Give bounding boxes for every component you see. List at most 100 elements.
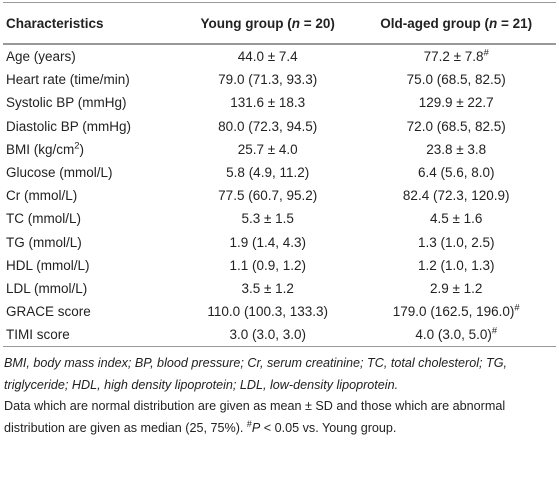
text-segment: 131.6 ± 18.3	[230, 95, 306, 111]
text-segment: n	[489, 15, 498, 31]
table-cell: TIMI score	[3, 323, 179, 348]
text-segment: Diastolic BP (mmHg)	[6, 118, 132, 134]
text-segment: n	[291, 15, 300, 31]
text-segment: = 20)	[300, 15, 335, 31]
table-cell: 77.5 (60.7, 95.2)	[179, 184, 356, 207]
text-segment: P	[251, 420, 261, 435]
table-cell: 110.0 (100.3, 133.3)	[179, 300, 356, 323]
text-segment: 2	[74, 140, 80, 152]
text-segment: 3.0 (3.0, 3.0)	[229, 327, 306, 343]
text-segment: = 21)	[497, 15, 533, 31]
table-cell: TG (mmol/L)	[3, 231, 179, 254]
text-segment: 75.0 (68.5, 82.5)	[406, 72, 506, 88]
table-row: BMI (kg/cm2) 25.7 ± 4.0 23.8 ± 3.8	[3, 138, 556, 161]
text-segment: 5.8 (4.9, 11.2)	[226, 165, 310, 181]
table-row: TG (mmol/L) 1.9 (1.4, 4.3) 1.3 (1.0, 2.5)	[3, 231, 556, 254]
table-row: Glucose (mmol/L) 5.8 (4.9, 11.2) 6.4 (5.6,…	[3, 161, 556, 184]
table-row: LDL (mmol/L) 3.5 ± 1.2 2.9 ± 1.2	[3, 277, 556, 300]
table-cell: 179.0 (162.5, 196.0)#	[356, 300, 556, 323]
table-cell: 129.9 ± 22.7	[356, 91, 556, 114]
table-row: TC (mmol/L) 5.3 ± 1.5 4.5 ± 1.6	[3, 207, 556, 230]
text-segment: TIMI score	[6, 327, 70, 343]
text-segment: 23.8 ± 3.8	[426, 141, 487, 157]
table-cell: 3.5 ± 1.2	[179, 277, 356, 300]
table-cell: 4.5 ± 1.6	[356, 207, 556, 230]
text-segment: Cr (mmol/L)	[6, 188, 78, 204]
text-segment: Data which are normal distribution are g…	[4, 399, 506, 435]
text-segment: 1.1 (0.9, 1.2)	[229, 257, 306, 273]
table-cell: 4.0 (3.0, 5.0)#	[356, 323, 556, 348]
table-cell: 2.9 ± 1.2	[356, 277, 556, 300]
text-segment: 79.0 (71.3, 93.3)	[218, 72, 318, 88]
table-cell: Heart rate (time/min)	[3, 68, 179, 91]
text-segment: 129.9 ± 22.7	[418, 95, 494, 111]
text-segment: Old-aged group (	[380, 15, 489, 31]
footnotes: BMI, body mass index; BP, blood pressure…	[4, 353, 555, 439]
text-segment: 1.3 (1.0, 2.5)	[417, 234, 495, 250]
text-segment: 4.5 ± 1.6	[429, 211, 483, 227]
text-segment: BMI, body mass index; BP, blood pressure…	[4, 356, 508, 392]
table-cell: 6.4 (5.6, 8.0)	[356, 161, 556, 184]
table-cell: 44.0 ± 7.4	[179, 44, 356, 68]
table-cell: Diastolic BP (mmHg)	[3, 115, 179, 138]
text-segment: 3.5 ± 1.2	[241, 280, 294, 296]
text-segment: 72.0 (68.5, 82.5)	[406, 118, 506, 134]
text-segment: 179.0 (162.5, 196.0)	[392, 304, 515, 320]
text-segment: 80.0 (72.3, 94.5)	[218, 118, 318, 134]
text-segment: #	[514, 302, 520, 314]
text-segment: #	[483, 47, 489, 59]
table-row: TIMI score 3.0 (3.0, 3.0) 4.0 (3.0, 5.0)#	[3, 323, 556, 348]
text-segment: BMI (kg/cm	[6, 141, 75, 157]
text-segment: TC (mmol/L)	[6, 211, 81, 227]
table-cell: Systolic BP (mmHg)	[3, 91, 179, 114]
table-cell: 79.0 (71.3, 93.3)	[179, 68, 356, 91]
table-cell: 5.8 (4.9, 11.2)	[179, 161, 356, 184]
table-row: GRACE score 110.0 (100.3, 133.3) 179.0 (16…	[3, 300, 556, 323]
table-cell: 3.0 (3.0, 3.0)	[179, 323, 357, 348]
text-segment: #	[491, 325, 498, 337]
table-cell: 80.0 (72.3, 94.5)	[179, 115, 356, 138]
table-cell: 1.3 (1.0, 2.5)	[356, 231, 556, 254]
table-cell: 77.2 ± 7.8#	[356, 44, 556, 68]
text-segment: LDL (mmol/L)	[6, 280, 88, 296]
text-segment: Heart rate (time/min)	[6, 72, 130, 88]
header-cell: Characteristics	[3, 2, 179, 45]
text-segment: TG (mmol/L)	[6, 234, 82, 250]
table-cell: 1.2 (1.0, 1.3)	[356, 254, 556, 277]
header-row: Characteristics Young group (n = 20) Old-a…	[3, 2, 556, 45]
table-row: Age (years) 44.0 ± 7.4 77.2 ± 7.8#	[3, 44, 556, 68]
text-segment: #	[246, 418, 252, 429]
text-segment: HDL (mmol/L)	[6, 257, 90, 273]
text-segment: 25.7 ± 4.0	[237, 141, 298, 157]
text-segment: 5.3 ± 1.5	[241, 211, 294, 227]
table-cell: TC (mmol/L)	[3, 207, 179, 230]
text-segment: Glucose (mmol/L)	[6, 165, 113, 181]
text-segment: Age (years)	[6, 49, 76, 65]
text-segment: 44.0 ± 7.4	[237, 49, 298, 65]
data-table: Characteristics Young group (n = 20) Old-a…	[3, 2, 556, 348]
table-cell: 131.6 ± 18.3	[179, 91, 356, 114]
table-cell: 5.3 ± 1.5	[179, 207, 356, 230]
text-segment: GRACE score	[6, 304, 91, 320]
table-cell: 75.0 (68.5, 82.5)	[356, 68, 556, 91]
table-row: Systolic BP (mmHg) 131.6 ± 18.3 129.9 ± 22…	[3, 91, 556, 114]
table-body: Age (years) 44.0 ± 7.4 77.2 ± 7.8# Heart ra…	[3, 44, 556, 348]
table-row: Cr (mmol/L) 77.5 (60.7, 95.2) 82.4 (72.3, …	[3, 184, 556, 207]
table-cell: Age (years)	[3, 44, 179, 68]
table-row: HDL (mmol/L) 1.1 (0.9, 1.2) 1.2 (1.0, 1.3)	[3, 254, 556, 277]
text-segment: 77.2 ± 7.8	[423, 49, 484, 65]
table-cell: 1.1 (0.9, 1.2)	[179, 254, 356, 277]
text-segment: 6.4 (5.6, 8.0)	[417, 165, 495, 181]
table-row: Heart rate (time/min) 79.0 (71.3, 93.3) 75…	[3, 68, 556, 91]
table-cell: 72.0 (68.5, 82.5)	[356, 115, 556, 138]
table-cell: 25.7 ± 4.0	[179, 138, 356, 161]
table-cell: 82.4 (72.3, 120.9)	[356, 184, 556, 207]
table-cell: 1.9 (1.4, 4.3)	[179, 231, 356, 254]
footnote: BMI, body mass index; BP, blood pressure…	[4, 353, 555, 396]
table-row: Diastolic BP (mmHg) 80.0 (72.3, 94.5) 72.0…	[3, 115, 556, 138]
table-cell: HDL (mmol/L)	[3, 254, 179, 277]
table-cell: LDL (mmol/L)	[3, 277, 179, 300]
text-segment: 1.2 (1.0, 1.3)	[417, 257, 495, 273]
header-cell: Old-aged group (n = 21)	[356, 2, 556, 45]
text-segment: 77.5 (60.7, 95.2)	[218, 188, 318, 204]
